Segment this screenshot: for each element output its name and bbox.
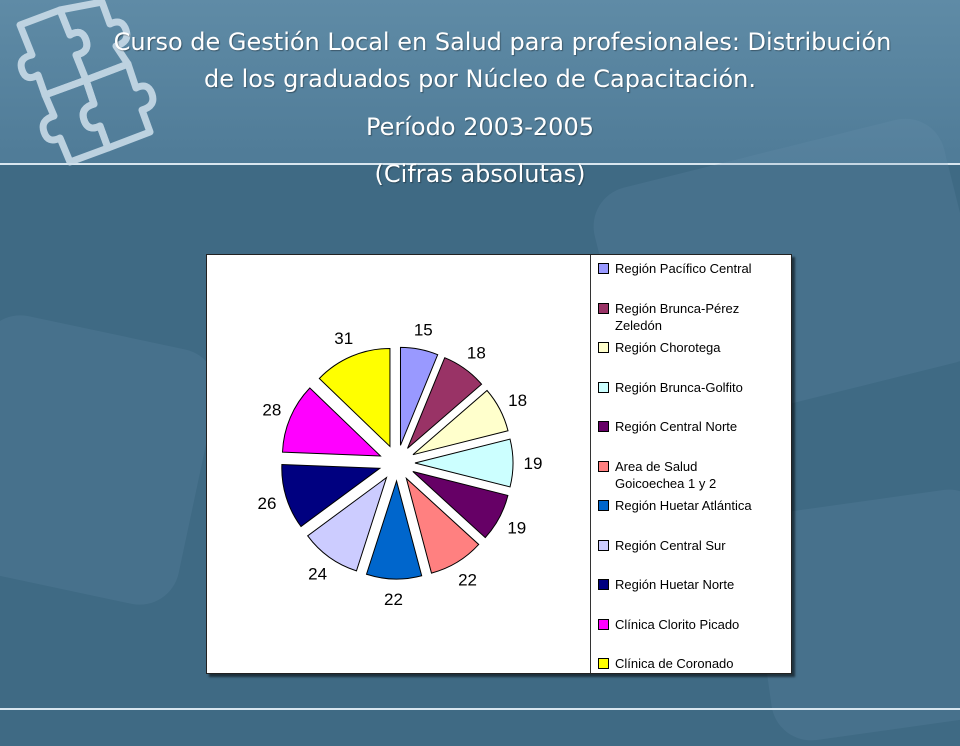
- puzzle-logo-icon: [16, 0, 157, 166]
- legend-label: Región Brunca-Golfito: [615, 379, 743, 395]
- legend-label: Región Chorotega: [615, 340, 721, 355]
- slice-data-label: 18: [508, 391, 527, 410]
- legend-swatch: [598, 263, 609, 274]
- legend-swatch: [598, 381, 609, 393]
- pie-slice: [399, 346, 439, 446]
- slice-data-label: 15: [414, 321, 433, 340]
- legend-swatch: [598, 658, 609, 669]
- legend-swatch: [598, 500, 609, 511]
- pie-slice: [365, 479, 423, 580]
- legend-label: Región Huetar Norte: [615, 577, 735, 592]
- slice-data-label: 28: [262, 401, 281, 420]
- pie-slice: [281, 463, 382, 528]
- legend-label: Región Brunca-Pérez Zeledón: [615, 300, 740, 333]
- chart-legend: Región Pacífico Central Región Brunca-Pér…: [590, 255, 791, 673]
- legend-swatch: [598, 421, 609, 432]
- slide-title-line-2: de los graduados por Núcleo de Capacitac…: [203, 65, 757, 93]
- slice-data-label: 24: [308, 564, 327, 583]
- slice-data-label: 19: [524, 454, 543, 473]
- pie-chart-panel: 15 18 18 19 19 22 22 24 26 28 31 Región Pacífico C…: [206, 254, 792, 674]
- legend-label: Región Huetar Atlántica: [615, 498, 752, 513]
- legend-swatch: [598, 342, 609, 353]
- slide-subtitle-period: Período 2003-2005: [366, 113, 594, 141]
- legend-label: Clínica Clorito Picado: [615, 616, 740, 632]
- legend-label: Area de Salud Goicoechea 1 y 2: [615, 458, 717, 491]
- pie-slice: [306, 476, 388, 572]
- pie-slice: [407, 357, 483, 449]
- puzzle-piece-decoration: [0, 307, 225, 613]
- legend-label: Región Pacífico Central: [615, 261, 752, 276]
- pie-slice: [405, 476, 480, 574]
- slide-title-line-1: Curso de Gestión Local en Salud para pro…: [113, 28, 892, 56]
- slice-data-label: 19: [507, 518, 526, 537]
- slice-data-label: 22: [458, 570, 477, 589]
- slice-data-label: 18: [467, 344, 486, 363]
- legend-swatch: [598, 460, 609, 472]
- pie-slice: [412, 389, 509, 456]
- title-band: [0, 0, 960, 165]
- pie-slice: [412, 471, 509, 539]
- legend-swatch: [598, 302, 609, 314]
- pie-slice: [281, 387, 382, 457]
- bottom-divider: [0, 708, 960, 710]
- slice-data-label: 22: [384, 590, 403, 609]
- legend-swatch: [598, 618, 609, 630]
- legend-swatch: [598, 539, 609, 551]
- title-band-divider: [0, 163, 960, 165]
- slice-data-label: 26: [258, 494, 277, 513]
- pie-chart: 15 18 18 19 19 22 22 24 26 28 31: [258, 321, 543, 609]
- legend-label: Región Central Sur: [615, 537, 726, 553]
- pie-slice: [318, 347, 391, 448]
- slide-subtitle-units: (Cifras absolutas): [374, 160, 586, 188]
- legend-label: Región Central Norte: [615, 419, 738, 434]
- legend-label: Clínica de Coronado: [615, 656, 734, 671]
- pie-slice: [414, 438, 514, 488]
- legend-swatch: [598, 579, 609, 590]
- slice-data-label: 31: [334, 329, 353, 348]
